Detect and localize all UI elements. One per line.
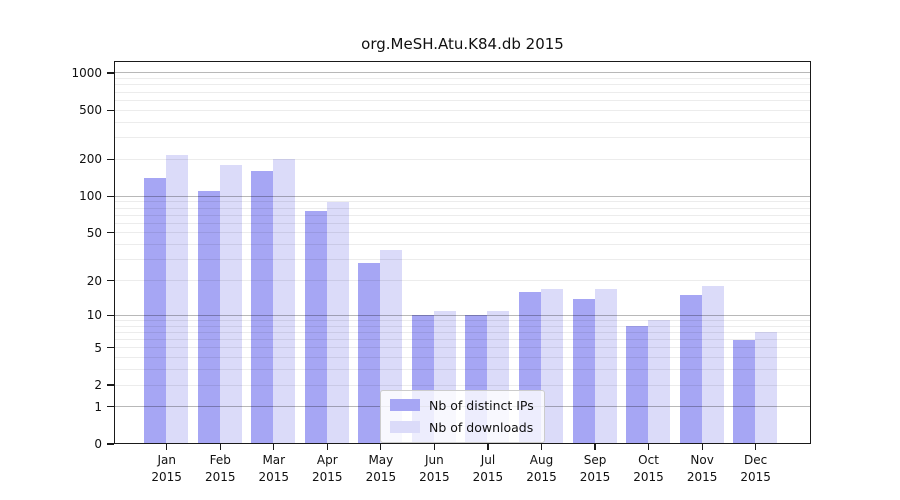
y-tick-label-20: 20 (86, 273, 102, 288)
bar-nb-of-downloads-oct (648, 320, 671, 444)
legend-label-distinct-ips: Nb of distinct IPs (429, 397, 534, 413)
legend-label-downloads: Nb of downloads (429, 419, 534, 435)
y-tick-mark-50 (107, 232, 114, 234)
y-tick-mark-1000 (107, 72, 114, 74)
bar-nb-of-downloads-jan (166, 155, 189, 444)
legend-swatch-distinct-ips (390, 399, 420, 411)
y-tick-mark-5 (107, 347, 114, 349)
y-tick-label-2: 2 (94, 378, 102, 392)
bar-nb-of-downloads-dec (755, 332, 778, 444)
y-tick-label-10: 10 (86, 308, 102, 323)
bar-nb-of-distinct-ips-nov (679, 295, 702, 444)
y-tick-mark-20 (107, 279, 114, 282)
bar-nb-of-downloads-sep (594, 288, 617, 444)
x-tick-mark-nov (701, 444, 703, 450)
y-tick-mark-200 (107, 158, 114, 160)
x-tick-mark-jun (433, 444, 435, 450)
bar-nb-of-distinct-ips-jan (144, 178, 167, 444)
bar-nb-of-downloads-apr (326, 201, 349, 444)
x-tick-mark-aug (540, 444, 543, 450)
bar-nb-of-downloads-nov (701, 285, 724, 444)
x-tick-mark-mar (273, 444, 275, 450)
x-tick-mark-feb (219, 444, 221, 450)
bars-layer (114, 61, 811, 444)
x-tick-label-dec: Dec 2015 (740, 453, 771, 485)
bar-nb-of-distinct-ips-may (358, 263, 381, 444)
x-tick-mark-oct (647, 444, 650, 450)
legend-row-distinct-ips: Nb of distinct IPs (390, 396, 534, 414)
legend-swatch-downloads (390, 421, 420, 433)
y-tick-mark-100 (107, 195, 114, 197)
legend-row-downloads: Nb of downloads (390, 418, 534, 436)
x-tick-label-jun: Jun 2015 (419, 453, 450, 485)
x-tick-label-jul: Jul 2015 (472, 453, 504, 485)
y-tick-label-50: 50 (86, 225, 102, 240)
x-tick-mark-jan (166, 444, 168, 450)
x-tick-label-oct: Oct 2015 (633, 453, 664, 485)
y-tick-mark-10 (107, 314, 114, 316)
legend: Nb of distinct IPs Nb of downloads (380, 390, 545, 443)
y-tick-mark-500 (107, 109, 114, 111)
y-tick-label-0: 0 (94, 437, 102, 451)
x-tick-label-apr: Apr 2015 (312, 453, 343, 485)
y-tick-label-1: 1 (94, 399, 102, 414)
bar-nb-of-distinct-ips-apr (304, 211, 327, 444)
plot-area (114, 61, 811, 444)
bar-nb-of-distinct-ips-oct (626, 326, 649, 444)
y-tick-label-200: 200 (79, 152, 102, 167)
x-tick-mark-may (380, 444, 382, 450)
x-tick-label-aug: Aug 2015 (526, 453, 557, 485)
y-tick-label-500: 500 (79, 103, 102, 118)
y-tick-mark-2 (107, 384, 114, 386)
x-tick-mark-dec (755, 444, 757, 450)
bar-nb-of-distinct-ips-dec (733, 339, 756, 444)
x-tick-label-nov: Nov 2015 (686, 453, 718, 485)
x-tick-label-jan: Jan 2015 (151, 453, 182, 485)
x-tick-label-mar: Mar 2015 (258, 453, 290, 485)
y-tick-label-5: 5 (94, 340, 102, 355)
y-tick-label-100: 100 (79, 189, 102, 204)
x-tick-label-feb: Feb 2015 (204, 453, 236, 485)
bar-nb-of-downloads-feb (219, 164, 242, 444)
bar-nb-of-distinct-ips-sep (572, 298, 595, 444)
y-tick-mark-0 (107, 443, 114, 445)
x-tick-mark-sep (594, 444, 596, 450)
x-tick-mark-apr (326, 444, 328, 450)
x-tick-label-sep: Sep 2015 (579, 453, 611, 485)
x-tick-mark-jul (487, 444, 489, 450)
y-tick-mark-1 (107, 406, 114, 408)
chart-title: org.MeSH.Atu.K84.db 2015 (361, 35, 564, 53)
bar-nb-of-distinct-ips-mar (251, 171, 274, 444)
bar-nb-of-downloads-mar (273, 159, 296, 444)
bar-nb-of-downloads-aug (540, 288, 563, 444)
y-tick-label-1000: 1000 (71, 65, 102, 80)
bar-nb-of-distinct-ips-feb (197, 191, 220, 444)
x-tick-label-may: May 2015 (365, 453, 397, 485)
